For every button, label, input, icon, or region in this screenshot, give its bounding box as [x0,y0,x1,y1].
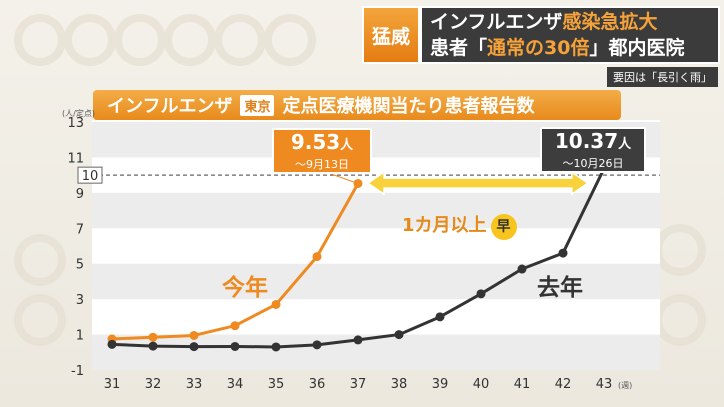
data-point-1 [312,340,322,350]
data-point-1 [189,342,199,352]
threshold-box [77,166,103,184]
chart-title-region: 東京 [240,94,275,116]
callout-this-year-date: 〜9月13日 [295,158,349,171]
callout-this-year: 9.53人 〜9月13日 [272,128,372,174]
x-tick-label: 32 [145,377,162,392]
data-point-1 [230,341,240,351]
callout-last-year-value: 10.37 [554,129,619,153]
headline-line2: 患者「通常の30倍」都内医院 [430,35,718,61]
chart-title-prefix: インフルエンザ [107,96,233,117]
x-tick-label: 40 [473,377,490,392]
data-point-1 [517,264,527,274]
x-tick-label: 36 [309,377,326,392]
callout-last-year-date: 〜10月26日 [562,157,624,170]
data-point-0 [230,321,240,331]
callout-this-year-unit: 人 [340,138,354,153]
headline-line1-a: インフルエンザ [430,11,563,33]
y-tick-label: 11 [67,151,84,166]
x-tick-label: 35 [268,377,285,392]
series-label-this-year: 今年 [222,275,268,301]
grid-band [92,334,660,370]
x-axis-unit: (週) [618,381,632,390]
x-tick-label: 42 [555,377,572,392]
data-point-0 [148,332,158,342]
x-tick-label: 31 [104,377,121,392]
grid-band [92,263,660,300]
headline-line1-b: 感染急拡大 [562,11,658,33]
data-point-1 [476,289,486,299]
data-point-0 [271,299,281,309]
threshold-label: 10 [82,169,99,184]
data-point-0 [312,252,322,262]
y-tick-label: 3 [76,293,84,308]
headline-line2-c: 」都内医院 [589,37,685,59]
headline-line1: インフルエンザ感染急拡大 [430,9,718,35]
series-label-last-year: 去年 [537,275,583,301]
headline-line2-a: 患者「 [430,37,488,59]
sub-note: 要因は「長引く雨」 [607,67,718,87]
headline-tag: 猛威 [362,6,420,64]
data-point-1 [394,330,404,340]
y-tick-label: 1 [76,329,84,344]
y-tick-label: 7 [76,222,84,237]
y-axis-unit: (人/定点) [62,108,95,118]
x-tick-label: 41 [514,377,531,392]
callout-last-year: 10.37人 〜10月26日 [540,127,646,173]
grid-band [92,192,660,229]
headline-box: インフルエンザ感染急拡大 患者「通常の30倍」都内医院 [420,6,720,64]
data-point-1 [148,341,158,351]
callout-this-year-value: 9.53 [290,130,341,154]
data-point-0 [189,330,199,340]
x-tick-label: 38 [391,377,408,392]
data-point-1 [558,248,568,258]
data-point-1 [353,335,363,345]
data-point-1 [271,342,281,352]
x-tick-label: 43 [596,377,613,392]
callout-last-year-unit: 人 [618,137,632,152]
data-point-1 [107,339,117,349]
y-tick-label: 9 [76,187,84,202]
headline-line2-b: 通常の30倍 [487,37,590,59]
data-point-1 [435,312,445,322]
y-tick-label: 13 [67,116,84,131]
x-tick-label: 39 [432,377,449,392]
y-tick-label: 5 [76,258,84,273]
gap-label: 1カ月以上早 [402,211,517,240]
x-tick-label: 33 [186,377,203,392]
gap-label-text: 1カ月以上 [402,215,487,236]
x-tick-label: 34 [227,377,244,392]
x-tick-label: 37 [350,377,367,392]
gap-badge: 早 [490,214,517,240]
chart-title: インフルエンザ 東京 定点医療機関当たり患者報告数 [93,90,621,120]
y-tick-label: -1 [71,364,84,379]
gap-arrow [366,170,590,196]
chart-title-suffix: 定点医療機関当たり患者報告数 [282,96,535,117]
